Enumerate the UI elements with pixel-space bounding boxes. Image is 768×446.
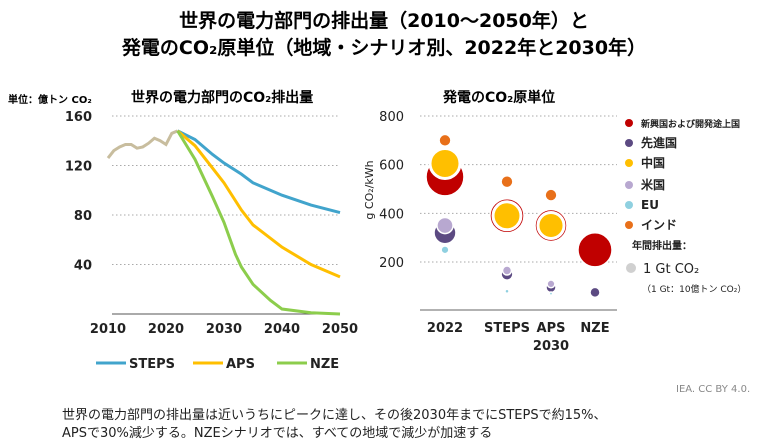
y-tick-label: 120 <box>65 160 92 175</box>
legend-dot <box>625 119 633 127</box>
legend-dot <box>625 181 633 189</box>
bubble-4-aps <box>548 291 554 296</box>
credit: IEA. CC BY 4.0. <box>676 384 751 395</box>
size-legend-note: （1 Gt：10億トン CO₂） <box>642 283 746 295</box>
x-tick-label: 2030 <box>206 322 242 337</box>
size-legend-title: 年間排出量： <box>632 239 692 252</box>
y-tick-label: 800 <box>379 110 404 125</box>
legend-label: 米国 <box>641 177 665 192</box>
y-tick-label: 200 <box>379 256 404 271</box>
left-chart-title: 世界の電力部門のCO₂排出量 <box>131 90 314 106</box>
y-axis-label: g CO₂/kWh <box>363 160 376 219</box>
legend-label: 新興国および開発途上国 <box>641 118 740 130</box>
x-tick-label: 2050 <box>322 322 358 337</box>
legend-label: APS <box>226 357 255 372</box>
legend-dot <box>625 201 633 209</box>
y-tick-label: 80 <box>74 209 92 224</box>
bubble-4-steps <box>504 288 510 294</box>
y-tick-label: 40 <box>74 259 92 274</box>
bubble-3-steps <box>501 265 513 276</box>
size-legend-label: 1 Gt CO₂ <box>643 262 699 277</box>
slide-title-line2: 発電のCO₂原単位（地域・シナリオ別、2022年と2030年） <box>121 37 647 59</box>
legend-label: 先進国 <box>641 135 677 150</box>
x-tick-label: 2040 <box>264 322 300 337</box>
x-tick-label: NZE <box>580 321 609 336</box>
y-tick-label: 400 <box>379 207 404 222</box>
bubble-2-2022 <box>428 146 462 180</box>
x-tick-label: STEPS <box>484 321 530 336</box>
x-group-label: 2030 <box>533 339 569 354</box>
bubble-4-2022 <box>440 245 450 255</box>
legend-dot <box>625 221 633 229</box>
x-tick-label: 2020 <box>148 322 184 337</box>
series-line-nze <box>176 130 341 316</box>
legend-label: 中国 <box>641 155 665 170</box>
x-tick-label: APS <box>537 321 566 336</box>
bubble-5-2022 <box>438 133 452 148</box>
legend-dot <box>625 159 633 167</box>
legend-label: EU <box>641 198 659 212</box>
bubble-3-2022 <box>436 216 454 235</box>
y-tick-label: 600 <box>379 159 404 174</box>
legend-dot <box>625 139 633 147</box>
bubble-5-steps <box>500 175 514 189</box>
caption-line1: 世界の電力部門の排出量は近いうちにピークに達し、その後2030年までにSTEPS… <box>62 408 607 423</box>
series-line-aps <box>176 129 341 279</box>
bubble-2-steps <box>491 200 523 232</box>
bubble-2-aps <box>536 210 566 241</box>
y-tick-label: 160 <box>65 110 92 125</box>
size-legend-bubble <box>626 263 636 273</box>
slide-title-line1: 世界の電力部門の排出量（2010〜2050年）と <box>179 10 589 32</box>
legend-label: NZE <box>310 357 339 372</box>
history-line <box>106 129 179 159</box>
series-line-steps <box>176 129 341 214</box>
bubble-1-nze <box>589 286 601 299</box>
bubble-5-aps <box>544 188 558 202</box>
x-tick-label: 2022 <box>427 321 463 336</box>
legend-label: インド <box>641 218 677 232</box>
caption-line2: APSで30%減少する。NZEシナリオでは、すべての地域で減少が加速する <box>62 426 493 441</box>
right-chart-title: 発電のCO₂原単位 <box>443 90 556 106</box>
left-chart-unit-label: 単位：億トン CO₂ <box>8 95 92 106</box>
bubble-0-nze <box>577 232 613 268</box>
legend-label: STEPS <box>129 357 175 372</box>
x-tick-label: 2010 <box>90 322 126 337</box>
bubble-3-aps <box>546 279 556 289</box>
